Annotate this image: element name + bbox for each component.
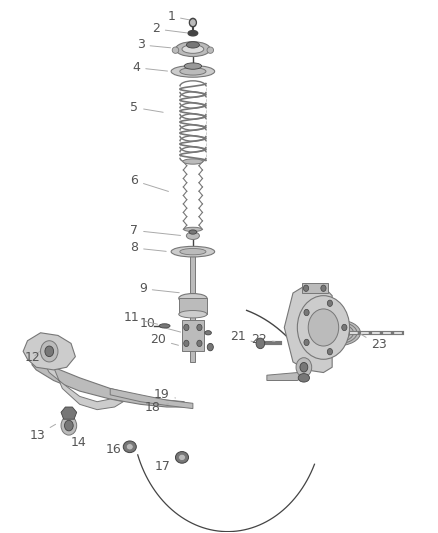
- Ellipse shape: [188, 30, 198, 36]
- Ellipse shape: [313, 320, 360, 346]
- Circle shape: [184, 324, 189, 330]
- Ellipse shape: [207, 47, 214, 53]
- Circle shape: [304, 339, 309, 345]
- Circle shape: [256, 338, 265, 349]
- Ellipse shape: [205, 330, 212, 335]
- Circle shape: [207, 343, 213, 351]
- Ellipse shape: [326, 327, 346, 338]
- Text: 1: 1: [167, 10, 192, 23]
- Ellipse shape: [180, 68, 206, 75]
- Ellipse shape: [182, 45, 204, 53]
- Circle shape: [304, 285, 309, 292]
- Circle shape: [327, 300, 332, 306]
- Text: 22: 22: [251, 333, 275, 346]
- Text: 9: 9: [139, 282, 179, 295]
- Text: 12: 12: [25, 351, 41, 364]
- Text: 5: 5: [130, 101, 163, 114]
- Ellipse shape: [171, 246, 215, 257]
- FancyBboxPatch shape: [302, 284, 328, 293]
- Circle shape: [308, 309, 339, 346]
- Circle shape: [296, 358, 312, 377]
- Ellipse shape: [323, 325, 350, 340]
- Circle shape: [45, 346, 53, 357]
- Ellipse shape: [316, 321, 357, 344]
- Text: 7: 7: [130, 224, 180, 237]
- Polygon shape: [61, 407, 77, 419]
- Circle shape: [321, 285, 326, 292]
- Ellipse shape: [186, 232, 199, 239]
- Text: 8: 8: [130, 241, 166, 254]
- Circle shape: [300, 362, 308, 372]
- Text: 2: 2: [152, 22, 187, 36]
- Circle shape: [184, 340, 189, 346]
- Polygon shape: [23, 333, 75, 370]
- Ellipse shape: [179, 311, 207, 318]
- Ellipse shape: [123, 441, 136, 453]
- Polygon shape: [36, 359, 123, 410]
- Circle shape: [191, 20, 195, 25]
- Circle shape: [64, 420, 73, 431]
- Polygon shape: [284, 285, 332, 373]
- Circle shape: [327, 349, 332, 355]
- Text: 3: 3: [137, 38, 170, 51]
- Polygon shape: [110, 389, 193, 409]
- Ellipse shape: [126, 443, 133, 450]
- Text: 21: 21: [230, 330, 253, 343]
- Text: 16: 16: [106, 443, 125, 456]
- Text: 11: 11: [123, 311, 158, 325]
- Ellipse shape: [180, 248, 206, 255]
- Text: 18: 18: [145, 400, 168, 414]
- FancyBboxPatch shape: [190, 256, 195, 362]
- Polygon shape: [182, 319, 204, 351]
- Text: 19: 19: [154, 389, 176, 401]
- Text: 14: 14: [70, 418, 87, 449]
- Ellipse shape: [183, 159, 203, 164]
- Ellipse shape: [159, 324, 170, 328]
- Circle shape: [61, 416, 77, 435]
- Ellipse shape: [172, 47, 179, 53]
- Ellipse shape: [179, 294, 207, 303]
- Polygon shape: [32, 359, 184, 407]
- Circle shape: [41, 341, 58, 362]
- Text: 4: 4: [132, 61, 167, 74]
- Ellipse shape: [298, 374, 310, 382]
- Text: 20: 20: [150, 333, 178, 346]
- Text: 17: 17: [155, 458, 180, 473]
- Ellipse shape: [189, 230, 197, 234]
- Ellipse shape: [186, 42, 199, 48]
- Ellipse shape: [320, 324, 353, 342]
- Text: 10: 10: [139, 317, 180, 332]
- Ellipse shape: [184, 63, 201, 69]
- Ellipse shape: [176, 451, 188, 463]
- Circle shape: [304, 309, 309, 316]
- Circle shape: [189, 18, 196, 27]
- Ellipse shape: [171, 66, 215, 77]
- Ellipse shape: [184, 227, 202, 231]
- Text: 23: 23: [360, 334, 387, 351]
- Circle shape: [197, 324, 202, 330]
- Text: 6: 6: [130, 174, 169, 191]
- Circle shape: [297, 296, 350, 359]
- Circle shape: [342, 324, 347, 330]
- Text: 13: 13: [29, 424, 56, 442]
- FancyBboxPatch shape: [179, 298, 207, 314]
- Circle shape: [197, 340, 202, 346]
- Ellipse shape: [179, 454, 185, 461]
- Polygon shape: [267, 367, 306, 381]
- Ellipse shape: [176, 42, 210, 56]
